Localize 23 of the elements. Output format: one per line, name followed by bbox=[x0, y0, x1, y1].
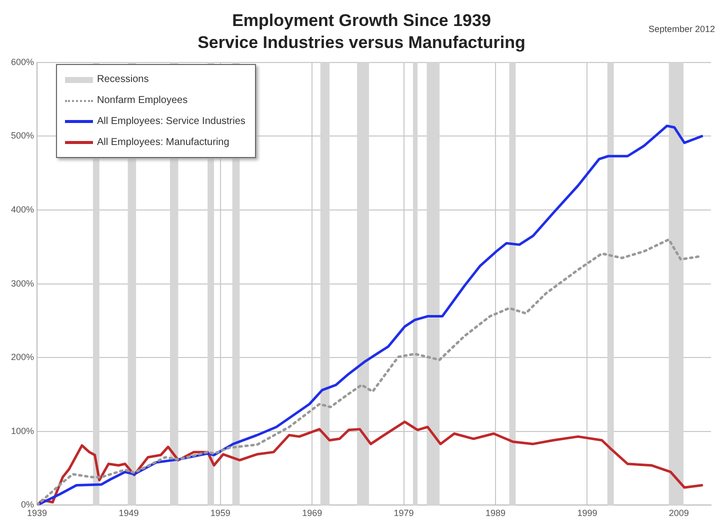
chart-subtitle: Service Industries versus Manufacturing bbox=[198, 33, 526, 52]
legend-label: All Employees: Manufacturing bbox=[97, 137, 230, 148]
legend-label: All Employees: Service Industries bbox=[97, 116, 246, 127]
x-tick-label: 1939 bbox=[27, 508, 48, 518]
y-tick-label: 500% bbox=[10, 130, 34, 141]
chart-title: Employment Growth Since 1939 bbox=[232, 11, 491, 30]
y-tick-label: 100% bbox=[10, 426, 34, 436]
y-tick-label: 0% bbox=[21, 500, 34, 510]
x-tick-label: 1949 bbox=[118, 508, 139, 518]
y-tick-label: 600% bbox=[10, 56, 34, 67]
x-tick-label: 1989 bbox=[485, 508, 506, 518]
legend-label: Nonfarm Employees bbox=[97, 95, 188, 106]
x-tick-label: 1959 bbox=[210, 508, 230, 518]
y-tick-label: 200% bbox=[10, 352, 34, 362]
x-tick-label: 1999 bbox=[577, 508, 598, 518]
y-tick-label: 300% bbox=[10, 278, 34, 288]
x-tick-label: 2009 bbox=[668, 508, 689, 518]
y-tick-label: 400% bbox=[10, 204, 34, 214]
line-series bbox=[37, 238, 700, 506]
x-tick-label: 1979 bbox=[394, 508, 414, 518]
text: September 2012 bbox=[648, 24, 715, 34]
x-tick-label: 1969 bbox=[302, 508, 322, 518]
band-label: Recessions bbox=[97, 74, 149, 85]
